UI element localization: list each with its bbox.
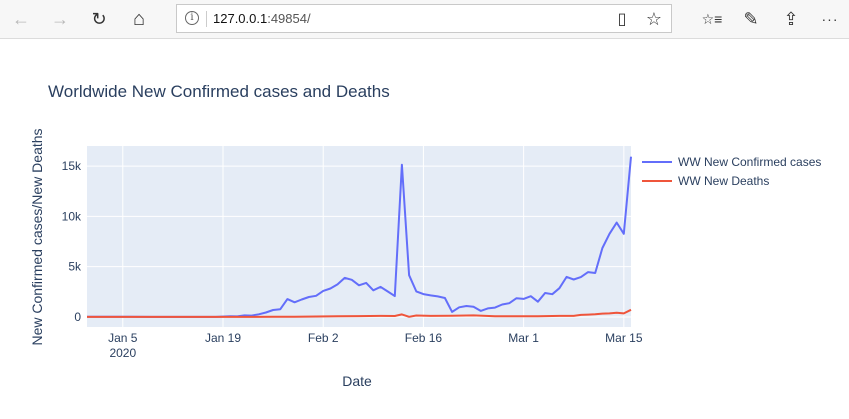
plot-background: [87, 146, 631, 327]
address-divider: [206, 11, 207, 27]
y-tick-label: 0: [74, 310, 81, 324]
axis-labels: 0 5k 10k 15k Jan 5 Jan 19 Feb 2 Feb 16 Mar 1 Mar …: [62, 159, 643, 360]
favorite-star-icon[interactable]: ☆: [645, 8, 663, 29]
chart-title: Worldwide New Confirmed cases and Deaths: [48, 82, 390, 101]
more-options-icon[interactable]: ···: [821, 11, 839, 27]
address-bar[interactable]: i 127.0.0.1:49854/ ▯ ☆: [176, 4, 672, 33]
x-tick-label: Jan 5: [108, 331, 138, 345]
series-line-confirmed[interactable]: [86, 156, 632, 318]
refresh-icon[interactable]: ↻: [91, 8, 107, 29]
url-host: 127.0.0.1: [213, 11, 268, 26]
reading-view-icon[interactable]: ▯: [617, 11, 627, 28]
back-arrow-icon[interactable]: ←: [12, 8, 30, 29]
y-axis-title: New Confirmed cases/New Deaths: [29, 128, 45, 345]
legend-item-confirmed[interactable]: WW New Confirmed cases: [642, 155, 821, 169]
x-tick-label: Mar 15: [605, 331, 643, 345]
y-tick-label: 15k: [62, 159, 82, 173]
x-axis-title: Date: [342, 373, 372, 389]
url-text[interactable]: 127.0.0.1:49854/: [213, 11, 311, 26]
y-tick-label: 10k: [62, 209, 82, 223]
x-tick-label: Feb 16: [405, 331, 443, 345]
x-tick-label: Feb 2: [308, 331, 339, 345]
series-lines: [86, 156, 632, 318]
x-tick-label: Mar 1: [508, 331, 539, 345]
pen-icon[interactable]: ✎: [743, 8, 759, 29]
series-line-deaths[interactable]: [87, 308, 632, 318]
site-info-icon[interactable]: i: [185, 11, 199, 25]
x-tick-year-label: 2020: [109, 346, 136, 360]
forward-arrow-icon[interactable]: →: [51, 8, 69, 29]
favorites-list-icon[interactable]: ☆≡: [701, 10, 723, 27]
legend[interactable]: WW New Confirmed cases WW New Deaths: [642, 155, 821, 188]
home-icon[interactable]: ⌂: [132, 7, 146, 30]
legend-label-deaths: WW New Deaths: [678, 174, 769, 188]
url-port-path: :49854/: [267, 11, 311, 26]
y-tick-label: 5k: [68, 260, 82, 274]
x-tick-label: Jan 19: [205, 331, 241, 345]
share-icon[interactable]: ⇪: [783, 8, 799, 29]
legend-label-confirmed: WW New Confirmed cases: [678, 155, 821, 169]
legend-item-deaths[interactable]: WW New Deaths: [642, 174, 769, 188]
line-chart: 0 5k 10k 15k Jan 5 Jan 19 Feb 2 Feb 16 Mar 1 Mar …: [29, 82, 821, 389]
chart-area: 0 5k 10k 15k Jan 5 Jan 19 Feb 2 Feb 16 Mar 1 Mar …: [0, 39, 849, 419]
browser-toolbar: ← → ↻ ⌂ i 127.0.0.1:49854/ ▯ ☆ ☆≡ ✎ ⇪ ··…: [0, 0, 849, 39]
